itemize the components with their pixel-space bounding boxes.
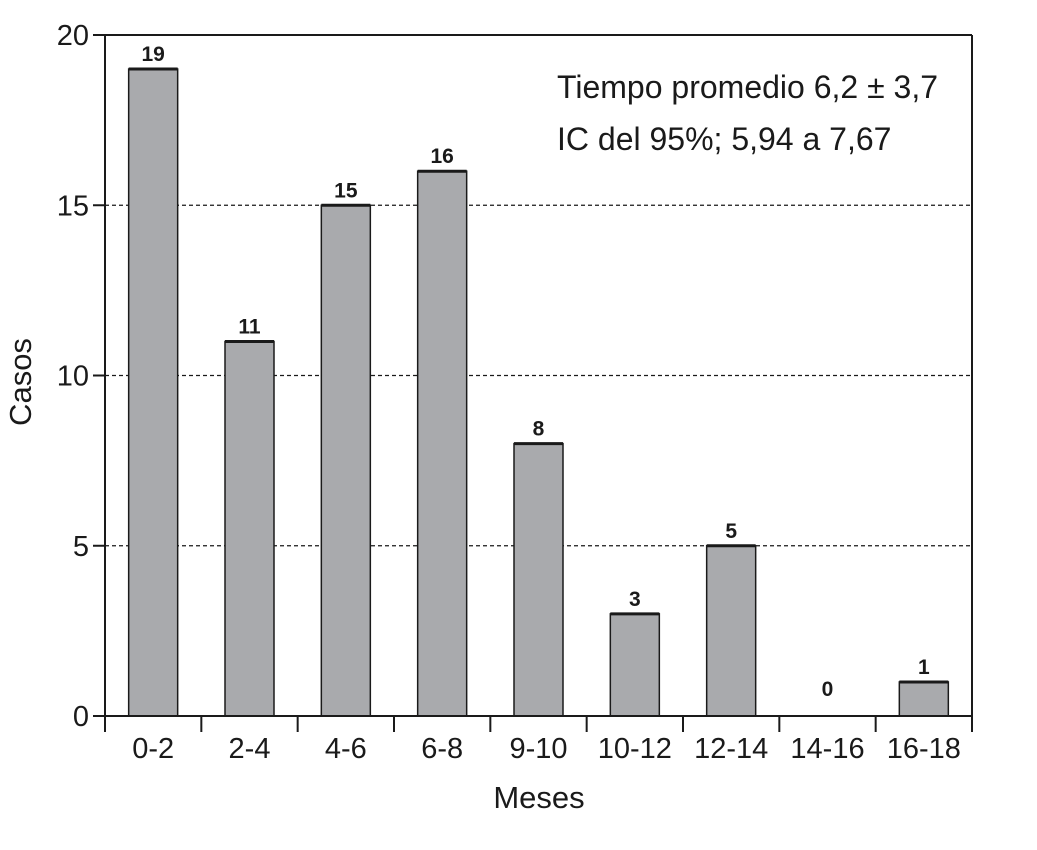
annotation-confidence-interval: IC del 95%; 5,94 a 7,67 bbox=[557, 121, 891, 157]
data-label: 15 bbox=[334, 179, 358, 202]
x-tick-label: 6-8 bbox=[421, 733, 463, 765]
bar bbox=[609, 613, 661, 717]
bar bbox=[416, 170, 468, 717]
y-axis-title: Casos bbox=[3, 338, 38, 426]
x-tick-label: 4-6 bbox=[325, 733, 367, 765]
axes bbox=[93, 34, 973, 732]
y-tick-label: 5 bbox=[73, 531, 89, 563]
y-tick-label: 0 bbox=[73, 701, 89, 733]
x-tick-label: 2-4 bbox=[229, 733, 271, 765]
gridlines bbox=[105, 204, 972, 547]
y-tick-labels: 0 5 10 15 20 bbox=[57, 20, 89, 733]
data-labels: 19 11 15 16 8 3 5 0 1 bbox=[141, 43, 930, 701]
x-tick-label: 9-10 bbox=[509, 733, 567, 765]
x-tick-label: 12-14 bbox=[694, 733, 768, 765]
data-label: 5 bbox=[725, 520, 737, 543]
x-tick-label: 14-16 bbox=[790, 733, 864, 765]
bar bbox=[705, 545, 757, 717]
data-label: 11 bbox=[238, 315, 261, 338]
annotation-mean-time: Tiempo promedio 6,2 ± 3,7 bbox=[557, 69, 938, 105]
x-tick-label: 10-12 bbox=[598, 733, 672, 765]
bar bbox=[224, 340, 275, 717]
y-tick-label: 15 bbox=[57, 190, 89, 222]
data-label: 16 bbox=[430, 145, 453, 168]
bar bbox=[320, 204, 372, 717]
x-axis-title: Meses bbox=[493, 780, 584, 815]
bar bbox=[898, 681, 950, 717]
y-tick-label: 20 bbox=[57, 20, 89, 52]
data-label: 0 bbox=[822, 678, 834, 701]
x-tick-label: 0-2 bbox=[132, 733, 174, 765]
x-tick-labels: 0-2 2-4 4-6 6-8 9-10 10-12 12-14 14-16 16-18 bbox=[132, 733, 961, 765]
y-tick-label: 10 bbox=[57, 361, 89, 393]
data-label: 1 bbox=[918, 656, 930, 679]
bar bbox=[127, 68, 179, 717]
x-tick-label: 16-18 bbox=[887, 733, 961, 765]
data-label: 3 bbox=[629, 588, 641, 611]
data-label: 19 bbox=[141, 43, 164, 66]
bars bbox=[127, 67, 950, 717]
data-label: 8 bbox=[533, 418, 545, 441]
bar bbox=[513, 442, 564, 717]
